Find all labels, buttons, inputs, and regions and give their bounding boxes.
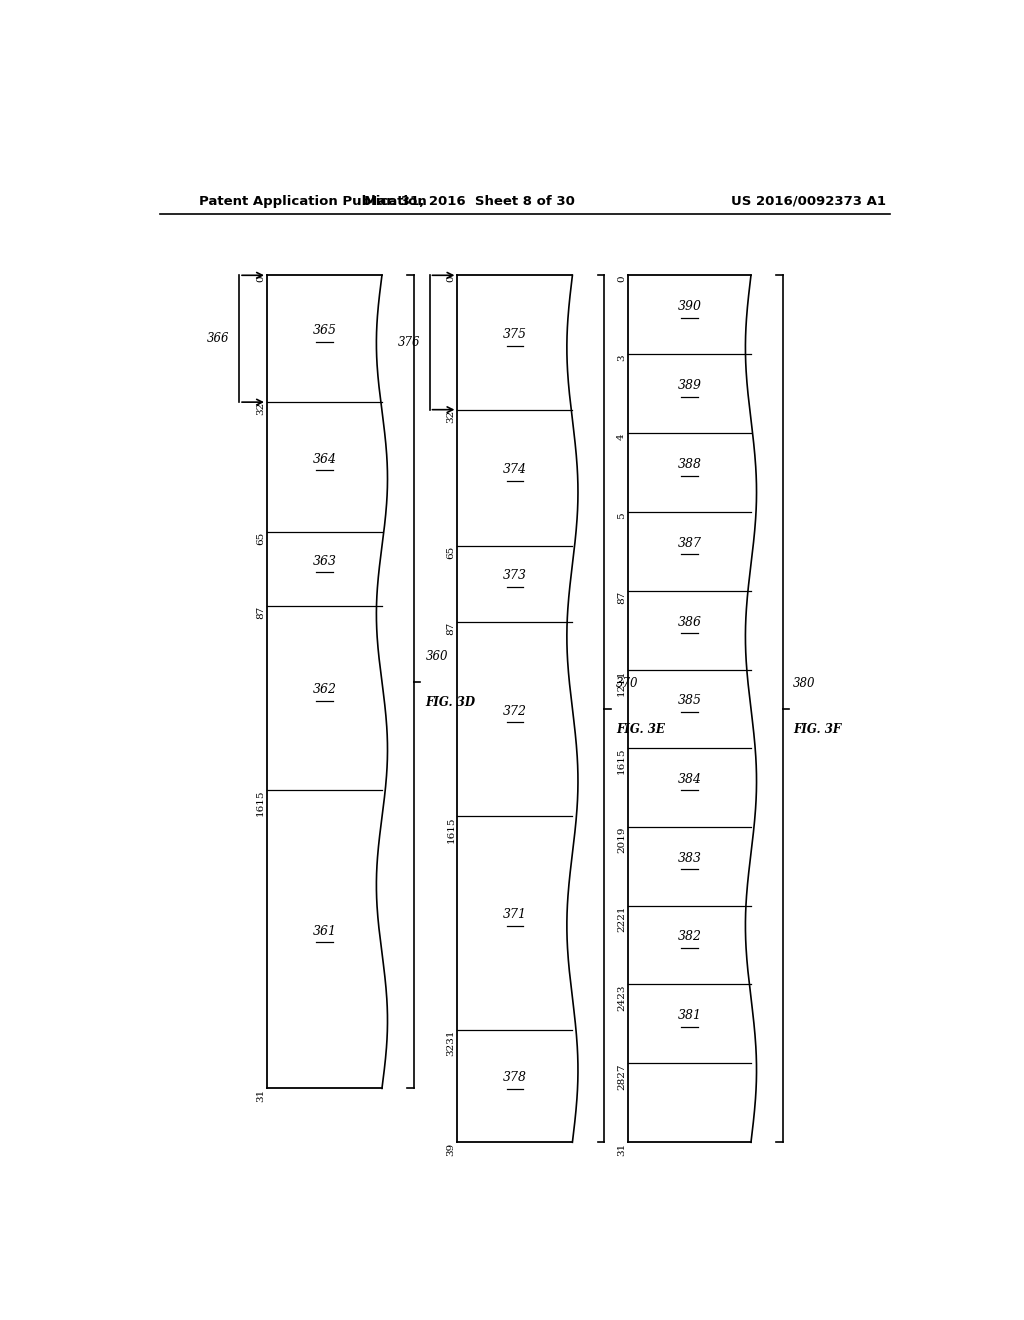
Text: 87: 87 [446, 622, 456, 635]
Text: 0: 0 [446, 276, 456, 282]
Text: 2423: 2423 [617, 985, 626, 1011]
Text: 389: 389 [678, 379, 701, 392]
Text: 3231: 3231 [446, 1030, 456, 1056]
Text: 387: 387 [678, 537, 701, 550]
Text: 390: 390 [678, 300, 701, 313]
Text: 361: 361 [312, 924, 337, 937]
Text: 65: 65 [446, 545, 456, 560]
Text: 382: 382 [678, 931, 701, 944]
Text: 32: 32 [256, 403, 265, 416]
Text: Patent Application Publication: Patent Application Publication [200, 194, 427, 207]
Text: 0: 0 [617, 276, 626, 282]
Text: 380: 380 [793, 677, 815, 690]
Bar [628, 276, 751, 1142]
Text: 385: 385 [678, 694, 701, 708]
Text: 360: 360 [426, 649, 449, 663]
Text: 366: 366 [207, 333, 229, 346]
Text: Mar. 31, 2016  Sheet 8 of 30: Mar. 31, 2016 Sheet 8 of 30 [364, 194, 574, 207]
Text: FIG. 3E: FIG. 3E [616, 722, 665, 735]
Text: 65: 65 [256, 532, 265, 545]
Text: 381: 381 [678, 1010, 701, 1022]
Text: 3: 3 [617, 354, 626, 360]
Text: 1615: 1615 [256, 789, 265, 817]
Text: 371: 371 [503, 908, 527, 921]
Text: 370: 370 [616, 677, 639, 690]
Text: 1211: 1211 [617, 669, 626, 696]
Text: 363: 363 [312, 554, 337, 568]
Text: 2221: 2221 [617, 906, 626, 932]
Text: 375: 375 [503, 327, 527, 341]
Text: 373: 373 [503, 569, 527, 582]
Text: 362: 362 [312, 684, 337, 697]
Text: FIG. 3D: FIG. 3D [426, 696, 476, 709]
Text: 384: 384 [678, 772, 701, 785]
Text: 31: 31 [256, 1089, 265, 1102]
Text: 365: 365 [312, 325, 337, 337]
Text: 87: 87 [617, 591, 626, 605]
Text: US 2016/0092373 A1: US 2016/0092373 A1 [731, 194, 886, 207]
Text: 39: 39 [446, 1142, 456, 1155]
Bar [267, 276, 382, 1089]
Text: 2827: 2827 [617, 1064, 626, 1090]
Text: 376: 376 [397, 337, 420, 348]
Text: 32: 32 [446, 409, 456, 422]
Text: 0: 0 [256, 276, 265, 282]
Text: 372: 372 [503, 705, 527, 718]
Text: 4: 4 [617, 433, 626, 440]
Text: 388: 388 [678, 458, 701, 471]
Text: FIG. 3F: FIG. 3F [793, 722, 842, 735]
Text: 386: 386 [678, 615, 701, 628]
Text: 2019: 2019 [617, 826, 626, 853]
Text: 378: 378 [503, 1072, 527, 1084]
Text: 31: 31 [617, 1142, 626, 1155]
Bar [458, 276, 572, 1142]
Text: 1615: 1615 [446, 816, 456, 842]
Text: 5: 5 [617, 512, 626, 519]
Text: 87: 87 [256, 606, 265, 619]
Text: 1615: 1615 [617, 748, 626, 775]
Text: 383: 383 [678, 851, 701, 865]
Text: 374: 374 [503, 463, 527, 477]
Text: 364: 364 [312, 453, 337, 466]
